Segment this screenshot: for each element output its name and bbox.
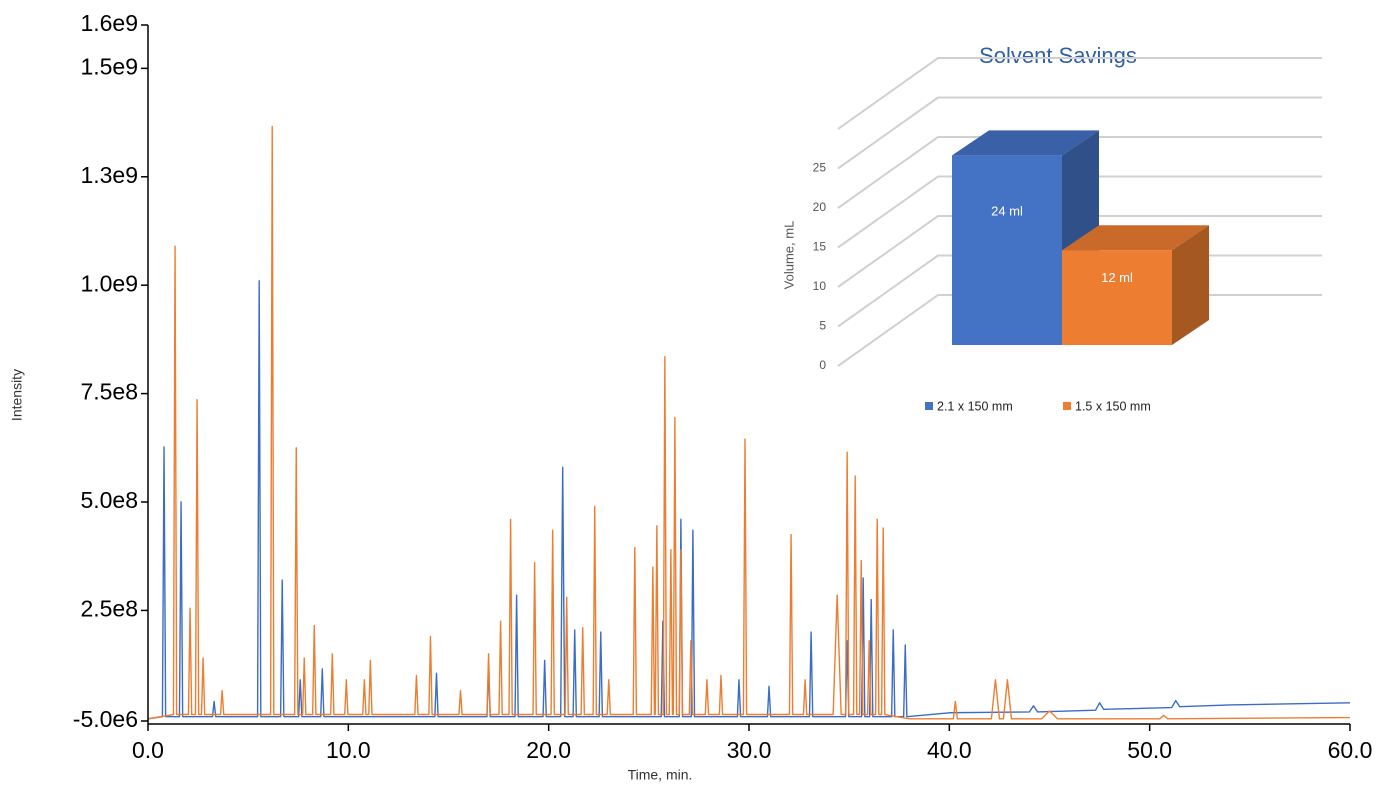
x-tick-label: 30.0 — [727, 737, 772, 763]
legend-label: 2.1 x 150 mm — [937, 399, 1013, 413]
bar — [1062, 250, 1172, 345]
grid-line — [837, 96, 1322, 170]
x-tick-label: 0.0 — [132, 737, 164, 763]
inset-y-tick-label: 15 — [813, 240, 827, 254]
trace — [147, 125, 1351, 720]
grid-line-top — [837, 57, 1322, 130]
y-tick-label: 1.3e9 — [80, 162, 138, 188]
grid-line — [837, 136, 1322, 209]
bar — [952, 155, 1062, 345]
y-axis-label: Intensity — [9, 369, 25, 421]
trace — [147, 280, 1351, 720]
legend-label: 1.5 x 150 mm — [1075, 399, 1151, 413]
inset: Solvent Savings 0 5 10 15 20 25 Volume, mL 24 ml… — [781, 43, 1322, 413]
grid-line — [837, 175, 1322, 249]
inset-y-tick-label: 20 — [813, 200, 827, 214]
inset-y-tick-label: 0 — [819, 358, 826, 372]
bar-value-label: 24 ml — [991, 204, 1023, 219]
x-tick-label: 20.0 — [526, 737, 571, 763]
inset-y-tick-label: 10 — [813, 279, 827, 293]
bar-top — [1062, 225, 1209, 251]
y-tick-label: 7.5e8 — [80, 379, 138, 405]
inset-y-tick-label: 25 — [813, 161, 827, 175]
inset-title: Solvent Savings — [979, 43, 1137, 68]
x-tick-label: 10.0 — [326, 737, 371, 763]
legend-swatch — [925, 402, 933, 410]
y-tick-label: 5.0e8 — [80, 487, 138, 513]
x-tick-label: 50.0 — [1127, 737, 1172, 763]
x-tick-label: 40.0 — [927, 737, 972, 763]
x-axis-label: Time, min. — [628, 767, 693, 783]
x-tick-label: 60.0 — [1328, 737, 1373, 763]
y-tick-label: 1.6e9 — [80, 10, 138, 36]
legend-swatch — [1063, 402, 1071, 410]
inset-y-tick-label: 5 — [819, 319, 826, 333]
y-tick-label: 2.5e8 — [80, 595, 138, 621]
grid-line — [837, 215, 1322, 288]
y-tick-label: -5.0e6 — [73, 706, 138, 732]
bar-value-label: 12 ml — [1101, 270, 1133, 285]
y-tick-label: 1.0e9 — [80, 270, 138, 296]
y-tick-label: 1.5e9 — [80, 53, 138, 79]
bar-side — [1172, 225, 1209, 345]
inset-y-axis-label: Volume, mL — [781, 221, 796, 290]
bar-top — [952, 130, 1099, 156]
